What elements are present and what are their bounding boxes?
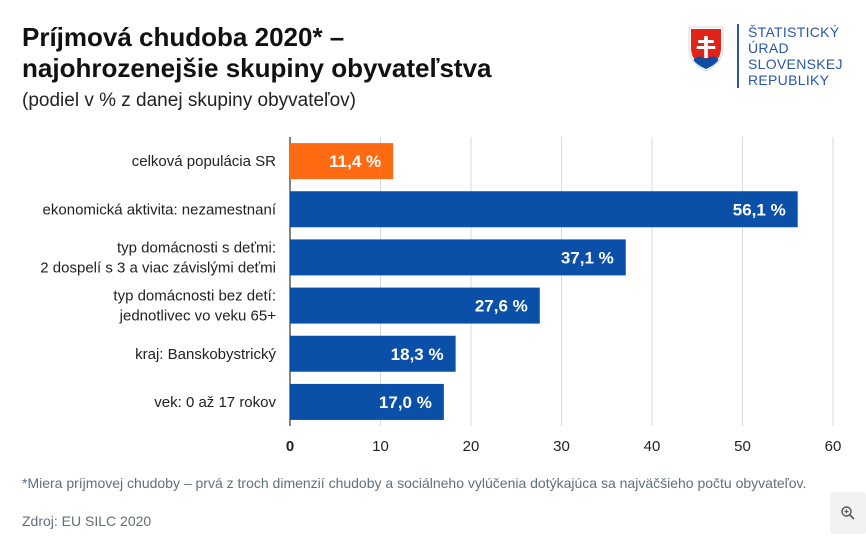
- bar-value-label: 11,4 %: [329, 152, 381, 171]
- footnote: *Miera príjmovej chudoby – prvá z troch …: [22, 475, 807, 491]
- bar: [290, 383, 444, 420]
- category-label: celková populácia SR: [132, 153, 276, 170]
- institution-logo[interactable]: ŠTATISTICKÝ ÚRAD SLOVENSKEJ REPUBLIKY: [688, 24, 853, 96]
- bar-value-label: 37,1 %: [561, 248, 614, 267]
- category-label: 2 dospelí s 3 a viac závislými deťmi: [40, 259, 276, 276]
- bar-value-label: 56,1 %: [733, 200, 786, 219]
- zoom-button[interactable]: [830, 492, 866, 534]
- bar-value-label: 27,6 %: [475, 297, 528, 316]
- bar: [290, 143, 394, 180]
- x-tick-label: 30: [553, 438, 570, 455]
- category-label: kraj: Banskobystrický: [135, 346, 276, 363]
- bar-chart: 0 10 20 30 40 50 60 11,4 % celková populácia SR 5…: [40, 137, 842, 455]
- x-tick-label: 50: [734, 438, 751, 455]
- coat-of-arms-icon: [688, 26, 724, 72]
- x-tick-label: 0: [286, 438, 294, 455]
- bar-value-label: 17,0 %: [379, 393, 432, 412]
- category-label: typ domácnosti bez detí:: [113, 288, 276, 305]
- chart-title: Príjmová chudoba 2020* – najohrozenejšie…: [22, 22, 492, 84]
- bar: [290, 239, 626, 276]
- x-tick-label: 10: [372, 438, 389, 455]
- category-label: typ domácnosti s deťmi:: [117, 239, 276, 256]
- category-label: jednotlivec vo veku 65+: [119, 308, 277, 325]
- x-tick-label: 20: [463, 438, 480, 455]
- x-tick-label: 60: [825, 438, 842, 455]
- bar: [290, 191, 798, 228]
- zoom-in-icon: [841, 506, 855, 520]
- source-note: Zdroj: EU SILC 2020: [22, 513, 152, 529]
- institution-name-line-2: ÚRAD: [748, 40, 789, 56]
- bar: [290, 335, 456, 372]
- chart-subtitle: (podiel v % z danej skupiny obyvateľov): [22, 90, 356, 111]
- institution-name: ŠTATISTICKÝ ÚRAD SLOVENSKEJ REPUBLIKY: [737, 24, 843, 88]
- category-label: vek: 0 až 17 rokov: [154, 394, 276, 411]
- chart-title-line-1: Príjmová chudoba 2020* –: [22, 22, 345, 52]
- institution-name-line-4: REPUBLIKY: [748, 72, 830, 88]
- institution-name-line-1: ŠTATISTICKÝ: [748, 24, 840, 40]
- category-label: ekonomická aktivita: nezamestnaní: [43, 201, 277, 218]
- chart-title-line-2: najohrozenejšie skupiny obyvateľstva: [22, 53, 492, 83]
- institution-name-line-3: SLOVENSKEJ: [748, 56, 843, 72]
- bar-value-label: 18,3 %: [391, 345, 444, 364]
- x-tick-label: 40: [644, 438, 661, 455]
- bar: [290, 287, 540, 324]
